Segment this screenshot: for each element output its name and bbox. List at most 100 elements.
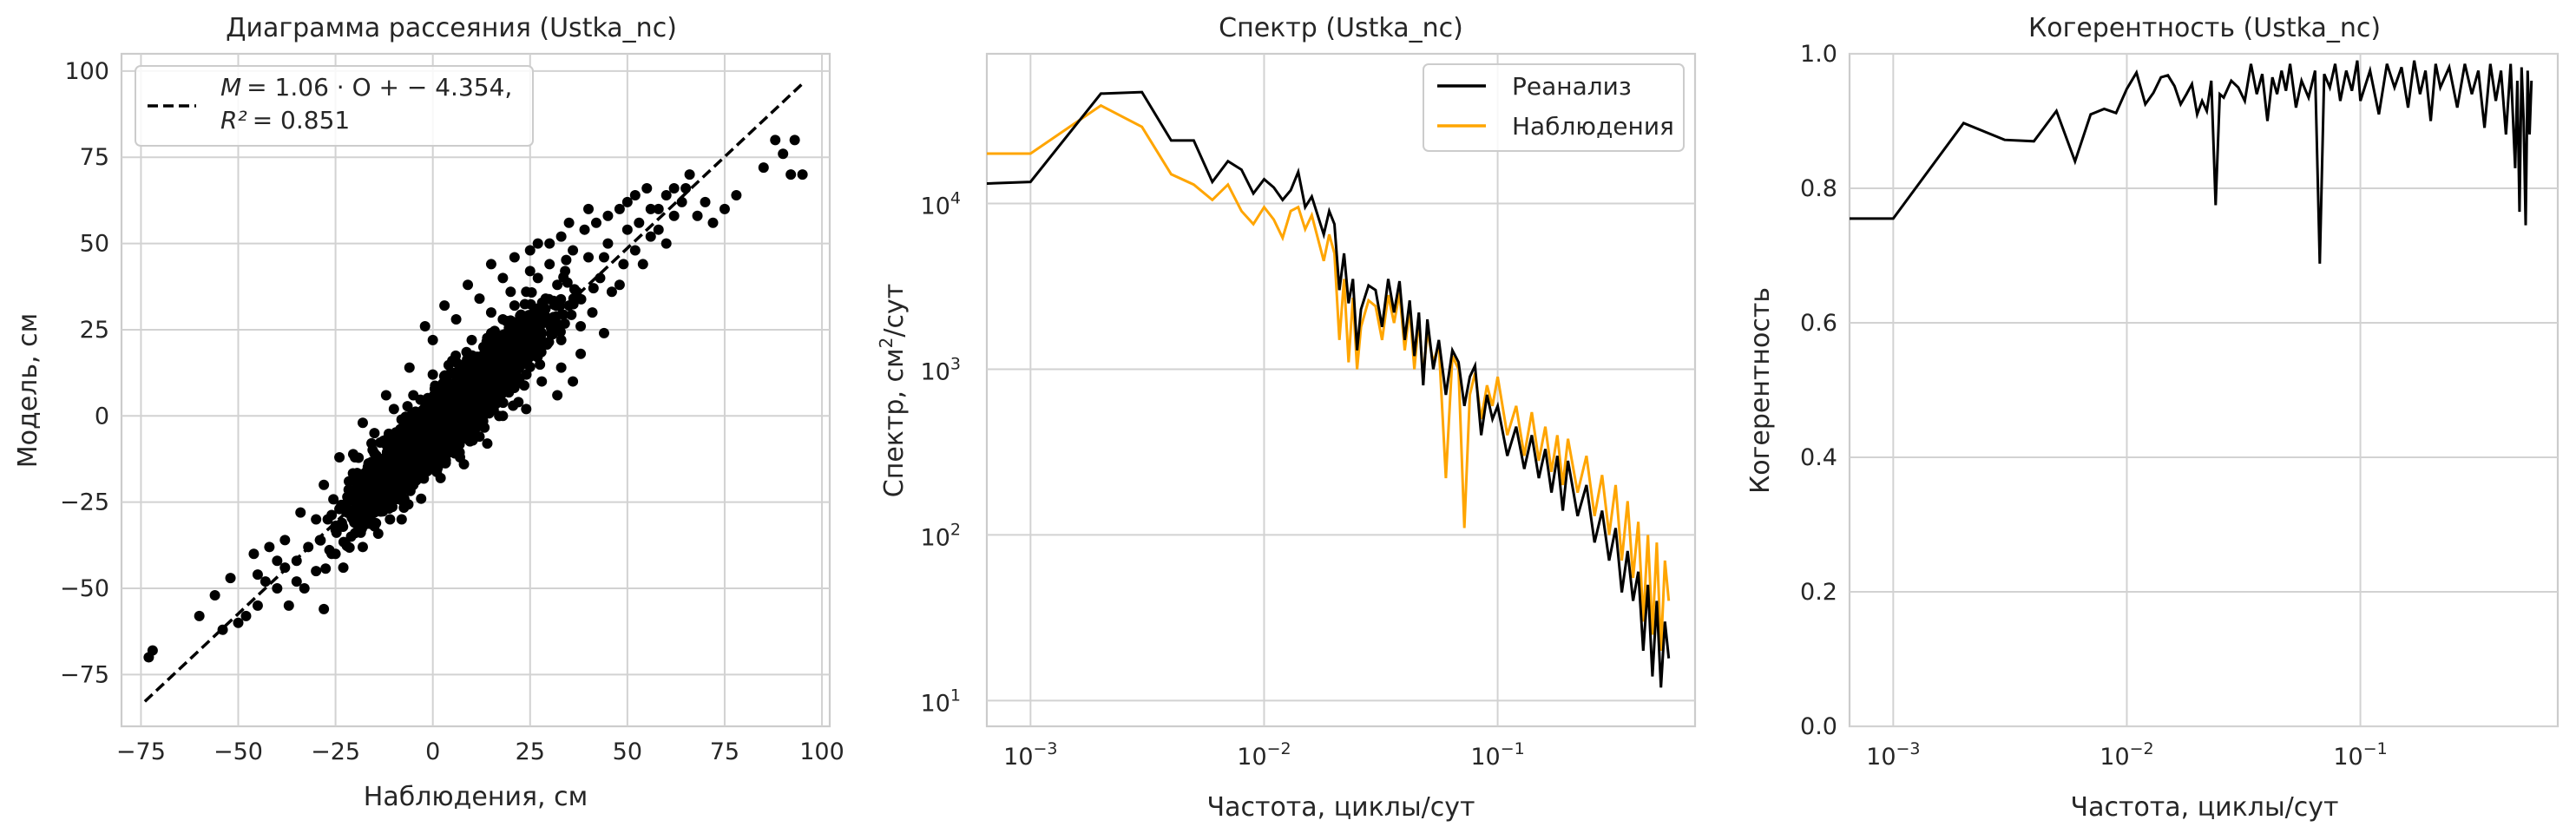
scatter-point: [471, 351, 483, 363]
scatter-point: [641, 183, 653, 194]
spectrum-plot-area: [985, 52, 1697, 728]
scatter-point: [417, 452, 429, 463]
scatter-point: [279, 535, 291, 546]
scatter-point: [347, 449, 358, 460]
scatter-point: [283, 600, 294, 611]
scatter-point: [554, 300, 565, 312]
y-tick-label: 0.0: [1800, 713, 1837, 740]
scatter-point: [384, 514, 396, 525]
scatter-point: [233, 617, 244, 628]
x-tick-label: 10−1: [1470, 739, 1524, 771]
y-tick-label: 0: [95, 403, 109, 430]
scatter-point: [194, 610, 205, 621]
scatter-point: [225, 573, 236, 584]
scatter-point: [483, 389, 495, 400]
scatter-point: [272, 583, 283, 594]
scatter-point: [532, 272, 543, 284]
scatter-point: [602, 210, 614, 221]
scatter-point: [519, 380, 530, 391]
scatter-point: [480, 351, 491, 362]
scatter-point: [457, 429, 469, 440]
scatter-point: [629, 245, 641, 256]
scatter-point: [240, 610, 252, 621]
y-tick-label: 50: [80, 231, 109, 258]
scatter-point: [427, 334, 438, 345]
scatter-point: [380, 390, 391, 401]
scatter-point: [357, 417, 368, 429]
scatter-point: [583, 203, 595, 214]
scatter-point: [497, 272, 509, 284]
scatter-point: [645, 231, 656, 242]
scatter-point: [637, 259, 648, 270]
x-tick-label: −25: [311, 738, 360, 765]
scatter-point: [341, 497, 352, 509]
scatter-point: [508, 400, 519, 411]
coherence-x-ticks: 10−3 10−2 10−1: [1866, 739, 2388, 771]
y-tick-label: 0.6: [1800, 310, 1837, 337]
scatter-x-ticks: −75 −50 −25 0 25 50 75 100: [116, 738, 844, 765]
scatter-point: [351, 509, 362, 520]
scatter-point: [552, 279, 563, 291]
scatter-point: [426, 459, 437, 470]
scatter-point: [328, 494, 339, 505]
scatter-point: [653, 203, 664, 214]
scatter-point: [606, 286, 617, 298]
scatter-point: [463, 279, 474, 291]
scatter-point: [552, 390, 563, 401]
scatter-point: [374, 456, 385, 468]
scatter-point: [320, 563, 332, 574]
legend-reanalysis-label: Реанализ: [1512, 72, 1632, 101]
scatter-point: [707, 217, 719, 228]
scatter-point: [494, 410, 505, 422]
scatter-point: [299, 583, 310, 594]
scatter-point: [621, 196, 633, 207]
scatter-point: [555, 362, 567, 373]
scatter-point: [518, 311, 529, 322]
scatter-point: [450, 350, 462, 361]
scatter-point: [509, 252, 520, 263]
scatter-point: [412, 463, 424, 474]
scatter-point: [555, 326, 566, 338]
scatter-point: [372, 528, 384, 539]
scatter-point: [343, 484, 354, 495]
scatter-point: [575, 348, 587, 359]
scatter-point: [482, 438, 493, 450]
scatter-point: [614, 279, 625, 291]
scatter-point: [439, 300, 450, 312]
x-tick-label: 25: [516, 738, 545, 765]
scatter-point: [555, 334, 567, 345]
scatter-point: [384, 500, 395, 511]
y-tick-label: 100: [64, 58, 109, 85]
x-tick-label: 10−1: [2333, 739, 2387, 771]
x-tick-label: 0: [425, 738, 440, 765]
scatter-point: [502, 368, 513, 379]
scatter-point: [415, 419, 426, 430]
scatter-point: [402, 401, 413, 412]
scatter-point: [428, 406, 439, 417]
scatter-point: [469, 414, 480, 425]
scatter-point: [396, 495, 407, 506]
scatter-point: [450, 367, 461, 378]
scatter-point: [461, 346, 472, 358]
scatter-point: [479, 422, 490, 433]
scatter-point: [561, 254, 572, 266]
scatter-point: [338, 562, 349, 574]
scatter-point: [443, 359, 454, 371]
scatter-point: [562, 277, 573, 288]
y-tick-label: 102: [921, 520, 961, 551]
scatter-point: [575, 320, 587, 331]
legend-r-squared: R² = 0.851: [220, 106, 350, 135]
scatter-point: [331, 527, 342, 538]
y-tick-label: 0.2: [1800, 579, 1837, 606]
scatter-point: [349, 517, 360, 528]
scatter-point: [676, 196, 687, 207]
scatter-point: [396, 514, 407, 525]
scatter-point: [392, 440, 404, 451]
scatter-point: [785, 169, 797, 180]
scatter-point: [264, 541, 275, 553]
scatter-point: [797, 169, 808, 180]
scatter-point: [505, 286, 516, 298]
scatter-point: [508, 378, 519, 390]
scatter-point: [485, 259, 496, 270]
scatter-point: [457, 362, 469, 373]
